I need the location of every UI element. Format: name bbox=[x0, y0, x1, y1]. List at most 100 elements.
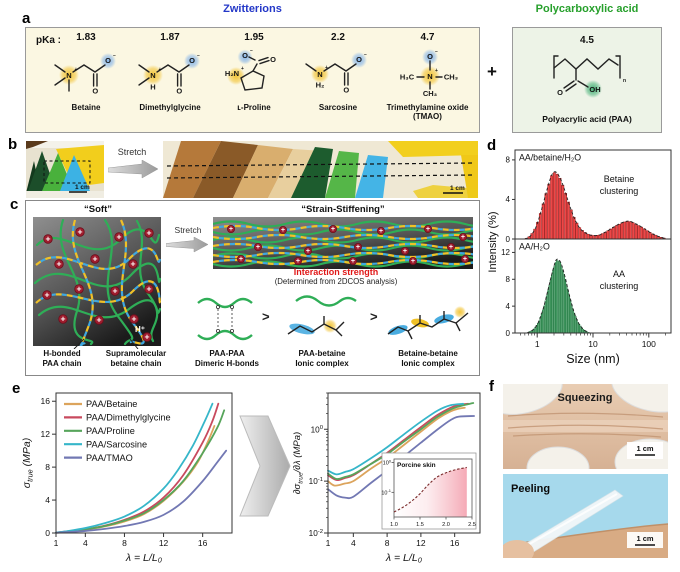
svg-text:−: − bbox=[364, 52, 367, 58]
svg-text:0: 0 bbox=[506, 235, 511, 244]
paa-name: Polyacrylic acid (PAA) bbox=[542, 114, 632, 125]
svg-text:+: + bbox=[44, 290, 49, 300]
panel-label-e: e bbox=[12, 380, 21, 397]
svg-text:+: + bbox=[241, 66, 244, 72]
svg-text:O: O bbox=[557, 88, 563, 97]
scale-bar-label: 1 cm bbox=[75, 184, 90, 191]
zwitterions-box: pKa : 1.83 N + O O − Betaine 1.87 bbox=[25, 27, 480, 133]
svg-text:+: + bbox=[281, 225, 285, 234]
svg-text:+: + bbox=[435, 68, 438, 74]
svg-text:+: + bbox=[449, 242, 453, 251]
panel-label-a: a bbox=[22, 10, 31, 27]
svg-text:10-2: 10-2 bbox=[309, 529, 323, 538]
stress-chart: 1 4 8 12 16 0 4 8 12 16 PAA/Betaine PAA/Dimethylgly… bbox=[21, 392, 233, 564]
stiffened-network-art: +++++++++++ + + +++ bbox=[213, 217, 473, 269]
svg-text:1: 1 bbox=[54, 538, 59, 548]
svg-text:0: 0 bbox=[45, 528, 50, 538]
svg-text:−: − bbox=[435, 49, 438, 55]
svg-text:H: H bbox=[150, 83, 155, 92]
svg-text:O: O bbox=[356, 55, 362, 64]
svg-text:Size (nm): Size (nm) bbox=[566, 352, 619, 366]
svg-text:+: + bbox=[75, 67, 78, 73]
paa-chain-label: H-bonded PAA chain bbox=[42, 349, 82, 368]
molecule-dimethylglycine: 1.87 N + H O O − Dimethylglycine bbox=[128, 32, 212, 121]
svg-text:+: + bbox=[306, 246, 310, 255]
zwitterions-title: Zwitterions bbox=[223, 3, 282, 15]
svg-text:12: 12 bbox=[159, 538, 169, 548]
soft-title: “Soft” bbox=[84, 204, 112, 215]
soft-network-art: + + + + + + + + + + + + + + + H⁺ bbox=[33, 217, 161, 346]
paa-betaine-label: PAA-betaine Ionic complex bbox=[295, 349, 349, 368]
svg-text:∂σtrue/∂λ (MPa): ∂σtrue/∂λ (MPa) bbox=[292, 432, 304, 494]
svg-text:O: O bbox=[270, 55, 276, 64]
svg-text:−: − bbox=[113, 53, 116, 59]
svg-text:12: 12 bbox=[41, 429, 51, 439]
svg-text:N: N bbox=[150, 71, 155, 80]
thumb bbox=[503, 540, 534, 558]
svg-text:4: 4 bbox=[351, 538, 356, 548]
photo-unstretched: 1 cm bbox=[26, 141, 104, 198]
svg-text:8: 8 bbox=[122, 538, 127, 548]
molecule-tmao: 4.7 O − N + H₃C CH₃ CH₃ Trimethylamine oxi… bbox=[386, 32, 469, 122]
svg-text:100: 100 bbox=[383, 458, 392, 466]
svg-text:AA: AA bbox=[613, 269, 625, 279]
svg-text:+: + bbox=[331, 224, 335, 233]
svg-text:PAA/Sarcosine: PAA/Sarcosine bbox=[86, 439, 147, 449]
scale-bar-label: 1 cm bbox=[450, 185, 465, 192]
svg-text:12: 12 bbox=[416, 538, 426, 548]
paa-structure-icon: O OH n bbox=[553, 55, 626, 98]
finger bbox=[503, 384, 563, 415]
svg-text:PAA/TMAO: PAA/TMAO bbox=[86, 453, 133, 463]
svg-text:1.0: 1.0 bbox=[390, 522, 398, 528]
svg-text:O: O bbox=[427, 52, 433, 61]
svg-text:+: + bbox=[56, 259, 61, 269]
tmao-structure-icon: O − N+ H₃C CH₃ CH₃ bbox=[399, 49, 458, 98]
svg-text:OH: OH bbox=[589, 85, 600, 94]
svg-text:16: 16 bbox=[41, 396, 51, 406]
greater-than-2: > bbox=[370, 309, 378, 324]
svg-text:+: + bbox=[96, 315, 101, 325]
svg-text:Porcine skin: Porcine skin bbox=[397, 462, 436, 469]
betaine-chain-label: Supramolecular betaine chain bbox=[105, 349, 167, 368]
svg-text:8: 8 bbox=[385, 538, 390, 548]
photo-stretched: 1 cm bbox=[163, 141, 478, 198]
svg-text:+: + bbox=[92, 254, 97, 264]
dimethylglycine-structure-icon: N+ H O O − bbox=[138, 53, 200, 96]
svg-text:4: 4 bbox=[506, 195, 511, 204]
svg-text:+: + bbox=[426, 224, 430, 233]
scale-bar-label: 1 cm bbox=[636, 444, 653, 453]
svg-text:+: + bbox=[356, 242, 360, 251]
betaine-structure-icon: N+ O O − bbox=[54, 53, 116, 96]
interaction-title: Interaction strength bbox=[293, 267, 379, 277]
label-leader-lines bbox=[73, 338, 139, 349]
svg-text:2.0: 2.0 bbox=[442, 522, 450, 528]
svg-text:clustering: clustering bbox=[600, 281, 639, 291]
paa-betaine-sketch bbox=[287, 295, 357, 337]
panel-label-b: b bbox=[8, 136, 18, 153]
svg-text:10-1: 10-1 bbox=[381, 488, 391, 496]
svg-text:AA/H₂O: AA/H₂O bbox=[519, 242, 550, 252]
svg-text:4: 4 bbox=[83, 538, 88, 548]
svg-text:+: + bbox=[463, 254, 467, 263]
svg-text:0: 0 bbox=[506, 329, 511, 338]
svg-text:O: O bbox=[343, 86, 349, 95]
svg-text:CH₃: CH₃ bbox=[422, 89, 437, 98]
svg-text:Intensity (%): Intensity (%) bbox=[488, 211, 499, 272]
proline-structure-icon: O − O H₂N + bbox=[225, 48, 276, 91]
svg-text:8: 8 bbox=[506, 156, 511, 165]
stretch-label-c: Stretch bbox=[174, 225, 202, 235]
pka-label: pKa : bbox=[36, 35, 61, 46]
derivative-chart: 1 4 8 12 16 100 10-1 10-2 λ = L/L₀ ∂σtrue/∂λ (MPa… bbox=[292, 392, 481, 564]
svg-text:+: + bbox=[77, 227, 82, 237]
svg-text:O: O bbox=[176, 87, 182, 96]
svg-text:+: + bbox=[379, 226, 383, 235]
svg-text:+: + bbox=[411, 256, 415, 265]
svg-text:O: O bbox=[105, 56, 111, 65]
svg-text:−: − bbox=[250, 48, 253, 54]
svg-text:+: + bbox=[239, 254, 243, 263]
svg-text:+: + bbox=[229, 224, 233, 233]
polycarboxylic-title: Polycarboxylic acid bbox=[535, 3, 639, 15]
svg-text:+: + bbox=[146, 284, 151, 294]
peeling-label: Peeling bbox=[511, 483, 550, 495]
